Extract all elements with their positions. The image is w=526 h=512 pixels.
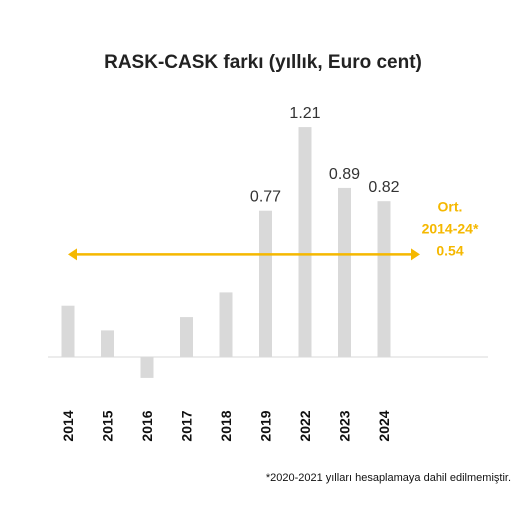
arrowhead-right [411,248,420,261]
bar-2022 [298,127,312,357]
bar-2018 [219,292,233,357]
bar-2024 [377,201,391,357]
x-tick-labels: 2014 2015 2016 2017 2018 2019 2022 2023 2024 [60,410,392,441]
bar-2016 [140,357,154,378]
bar-2014 [61,305,75,357]
average-label-line-3: 0.54 [436,242,463,258]
footnote: *2020-2021 yılları hesaplamaya dahil edi… [266,472,511,484]
data-label-2022: 1.21 [289,105,320,122]
x-tick-2014: 2014 [60,410,76,441]
average-label-line-2: 2014-24* [422,220,479,236]
x-tick-2016: 2016 [139,410,155,441]
bars [61,127,391,378]
data-label-2024: 0.82 [368,179,399,196]
average-label-line-1: Ort. [438,198,463,214]
bar-2019 [259,210,272,357]
x-tick-2023: 2023 [337,410,353,441]
bar-2023 [338,187,351,357]
data-labels: 0.77 1.21 0.89 0.82 [250,105,400,206]
x-tick-2015: 2015 [100,410,116,441]
x-tick-2018: 2018 [218,410,234,441]
bar-2015 [101,330,114,357]
data-label-2023: 0.89 [329,166,360,183]
x-tick-2017: 2017 [179,410,195,441]
x-tick-2024: 2024 [376,410,392,441]
arrowhead-left [68,248,77,261]
average-line-group: Ort. 2014-24* 0.54 [68,198,479,261]
data-label-2019: 0.77 [250,189,281,206]
x-tick-2022: 2022 [297,410,313,441]
x-tick-2019: 2019 [258,410,274,441]
bar-2017 [180,317,193,357]
chart-title: RASK-CASK farkı (yıllık, Euro cent) [104,52,422,73]
